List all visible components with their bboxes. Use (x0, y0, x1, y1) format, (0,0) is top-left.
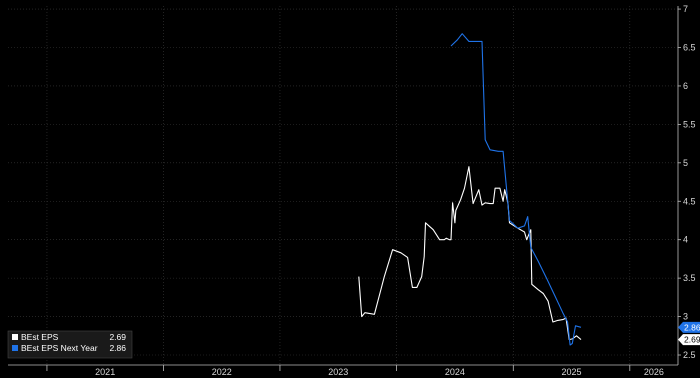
legend-label: BEst EPS (21, 332, 59, 342)
best-eps-line (358, 166, 582, 341)
y-tick-label: 5.5 (683, 119, 696, 129)
axes: 2.5 3 3.5 4 4.5 5 5.5 6 6.5 7 2021 2022 2023 2024 2025… (8, 4, 696, 377)
series-lines (358, 33, 582, 346)
y-tick-label: 5 (683, 158, 688, 168)
legend-value: 2.69 (109, 332, 126, 342)
y-tick-label: 6.5 (683, 43, 696, 53)
y-tick-label: 3.5 (683, 273, 696, 283)
last-value-tags: 2.86 2.69 (678, 321, 700, 346)
y-tick-label: 3 (683, 312, 688, 322)
last-value-tag-label: 2.86 (684, 322, 700, 332)
x-tick-label: 2024 (445, 367, 465, 377)
last-value-tag (678, 321, 700, 333)
legend-swatch (12, 334, 18, 340)
x-tick-label: 2026 (644, 367, 664, 377)
x-tick-label: 2021 (95, 367, 115, 377)
x-tick-label: 2022 (212, 367, 232, 377)
last-value-tag-label: 2.69 (684, 335, 700, 345)
y-tick-label: 4.5 (683, 196, 696, 206)
legend-swatch (12, 345, 18, 351)
x-tick-label: 2023 (328, 367, 348, 377)
legend-box (7, 330, 133, 359)
grid (8, 6, 678, 365)
legend: BEst EPS 2.69 BEst EPS Next Year 2.86 (7, 330, 133, 359)
y-tick-label: 4 (683, 235, 688, 245)
best-eps-next-year-line (450, 33, 582, 346)
x-tick-label: 2025 (562, 367, 582, 377)
y-tick-label: 6 (683, 81, 688, 91)
legend-label: BEst EPS Next Year (21, 343, 98, 353)
legend-value: 2.86 (109, 343, 126, 353)
y-tick-label: 2.5 (683, 350, 696, 360)
y-tick-label: 7 (683, 4, 688, 14)
last-value-tag (678, 334, 700, 346)
